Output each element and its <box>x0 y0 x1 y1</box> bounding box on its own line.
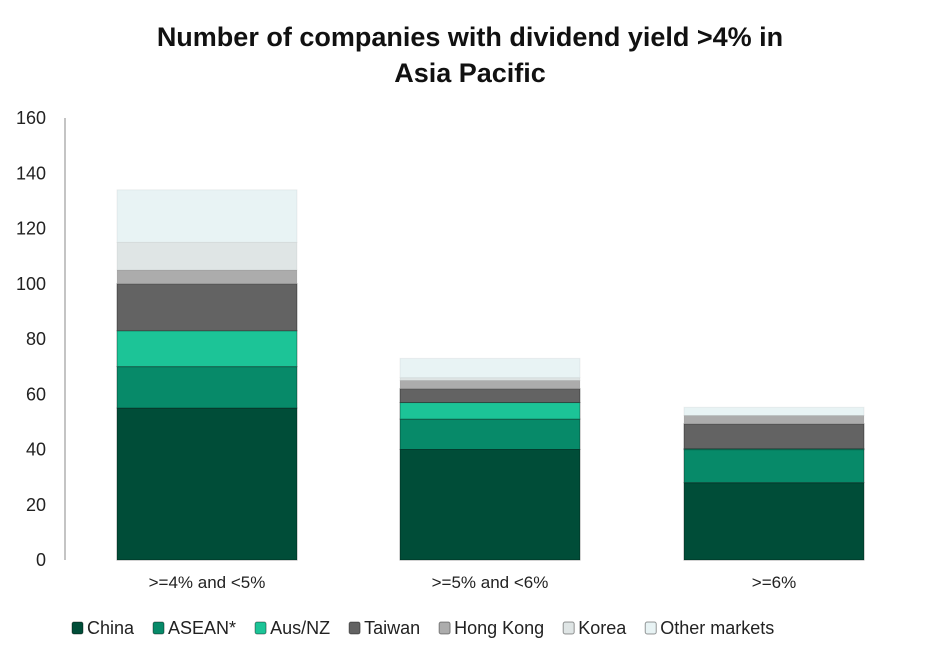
legend-swatch <box>254 621 267 635</box>
y-tick-label: 20 <box>26 495 46 515</box>
x-category-label: >=4% and <5% <box>149 573 266 592</box>
legend-label: China <box>87 618 135 638</box>
x-category-label: >=5% and <6% <box>432 573 549 592</box>
legend-item: ASEAN* <box>152 618 236 638</box>
bar-segment-other-markets-1 <box>116 189 298 243</box>
bar-segment-asean-1 <box>116 366 298 409</box>
legend-item: Hong Kong <box>438 618 544 638</box>
bar-segment-taiwan-3 <box>683 423 865 450</box>
legend-item: Korea <box>562 618 627 638</box>
legend-item: Other markets <box>644 618 774 638</box>
chart-title-line-2: Asia Pacific <box>394 58 546 88</box>
legend-item: Taiwan <box>348 618 420 638</box>
bar-segment-hong-kong-2 <box>399 379 581 390</box>
legend-label: Hong Kong <box>454 618 544 638</box>
legend-swatch <box>644 621 657 635</box>
legend-swatch <box>71 621 84 635</box>
y-tick-label: 80 <box>26 329 46 349</box>
bar-segment-taiwan-1 <box>116 283 298 332</box>
legend-label: ASEAN* <box>168 618 236 638</box>
bar-segment-asean-3 <box>683 449 865 484</box>
bar-segment-hong-kong-3 <box>683 415 865 425</box>
legend-label: Taiwan <box>364 618 420 638</box>
bar-segment-hong-kong-1 <box>116 269 298 285</box>
bar-segment-other-markets-3 <box>683 406 865 417</box>
bar-segment-aus-nz-1 <box>116 330 298 368</box>
legend-swatch <box>348 621 361 635</box>
bar-segment-aus-nz-2 <box>399 402 581 420</box>
y-tick-label: 40 <box>26 440 46 460</box>
y-tick-label: 140 <box>16 163 46 183</box>
y-tick-label: 60 <box>26 384 46 404</box>
y-tick-label: 0 <box>36 550 46 570</box>
legend-label: Other markets <box>660 618 774 638</box>
legend-label: Aus/NZ <box>270 618 330 638</box>
bar-segment-korea-1 <box>116 241 298 271</box>
legend-swatch <box>152 621 165 635</box>
legend-item: China <box>71 618 135 638</box>
bar-segment-aus-nz-3 <box>683 448 865 451</box>
legend-swatch <box>562 621 575 635</box>
chart-title-line-1: Number of companies with dividend yield … <box>157 22 783 52</box>
bar-segment-china-3 <box>683 482 865 561</box>
bar-segment-taiwan-2 <box>399 388 581 404</box>
y-tick-label: 160 <box>16 108 46 128</box>
bar-segment-other-markets-2 <box>399 357 581 379</box>
legend-label: Korea <box>578 618 627 638</box>
legend-item: Aus/NZ <box>254 618 330 638</box>
bar-segment-china-1 <box>116 407 298 561</box>
bar-segment-asean-2 <box>399 418 581 450</box>
x-category-label: >=6% <box>752 573 796 592</box>
y-tick-label: 120 <box>16 219 46 239</box>
legend-swatch <box>438 621 451 635</box>
bar-segment-china-2 <box>399 449 581 561</box>
y-tick-label: 100 <box>16 274 46 294</box>
